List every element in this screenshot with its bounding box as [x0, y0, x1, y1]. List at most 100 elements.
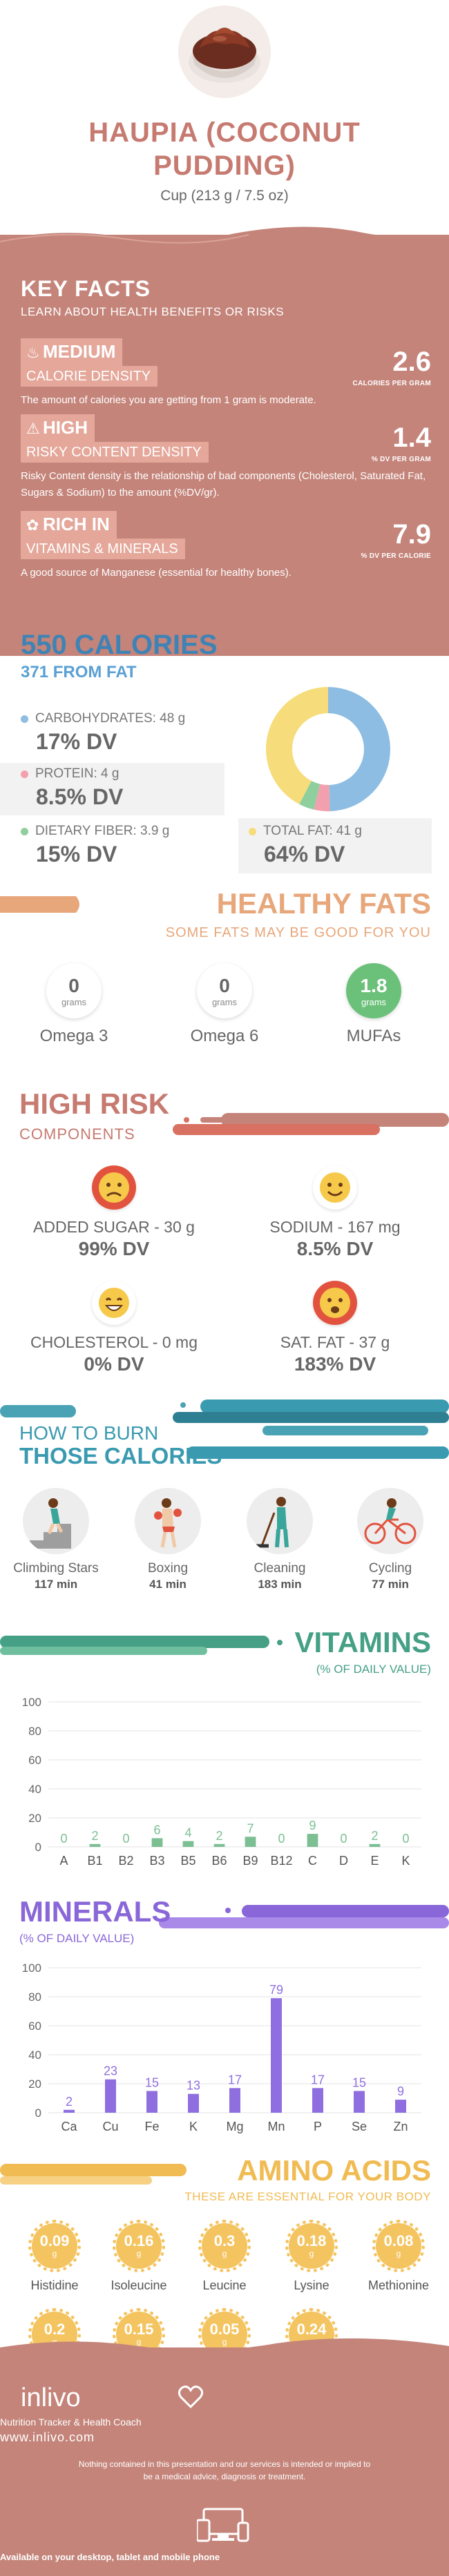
- amino-value: 0.09: [39, 2232, 70, 2249]
- pudding-bowl-image: [178, 6, 271, 98]
- activity-cycling: Cycling 77 min: [338, 1488, 442, 1591]
- vitamin-category-label: C: [308, 1854, 317, 1868]
- donut-slice-dietary-fiber: [299, 781, 321, 810]
- key-fact-calorie-density: ♨ MEDIUM CALORIE DENSITY 2.6 CALORIES PER…: [21, 338, 431, 409]
- brand-url[interactable]: www.inlivo.com: [0, 2430, 95, 2444]
- healthy-fats-ribbon: [0, 896, 79, 913]
- page-title: HAUPIA (COCONUT PUDDING): [0, 116, 449, 182]
- high-risk-title: HIGH RISK: [19, 1087, 170, 1120]
- activity-name: Cleaning: [254, 1561, 306, 1576]
- amino-methionine: 0.08 g Methionine: [354, 2220, 443, 2293]
- amino-badge: 0.08 g: [372, 2220, 425, 2272]
- amino-unit: g: [309, 2249, 314, 2258]
- risk-label: SAT. FAT - 37 g: [280, 1333, 390, 1351]
- healthy-fats-title: HEALTHY FATS: [216, 887, 431, 920]
- amino-histidine: 0.09 g Histidine: [10, 2220, 99, 2293]
- risk-added-sugar: ADDED SUGAR - 30 g 99% DV: [14, 1165, 214, 1260]
- mineral-value-label: 17: [311, 2073, 325, 2086]
- activity-name: Cycling: [368, 1561, 412, 1576]
- key-fact-value: 2.6: [392, 347, 431, 377]
- fat-omega-6: 0 grams Omega 6: [173, 963, 276, 1046]
- risk-label: ADDED SUGAR - 30 g: [33, 1218, 195, 1236]
- vitamin-category-label: B2: [118, 1854, 133, 1868]
- donut-slice-protein: [314, 784, 330, 811]
- devices-icon: [197, 2508, 249, 2542]
- mineral-category-label: Fe: [144, 2120, 159, 2133]
- amino-name: Methionine: [367, 2278, 430, 2292]
- fat-circle: 0 grams: [197, 963, 252, 1018]
- mineral-ytick-label: 60: [28, 2020, 41, 2033]
- mineral-category-label: P: [314, 2120, 322, 2133]
- mineral-value-label: 15: [352, 2076, 366, 2090]
- vitamin-value-label: 0: [402, 1832, 409, 1846]
- worried-face-icon: [313, 1281, 357, 1325]
- fat-omega-3: 0 grams Omega 3: [22, 963, 126, 1046]
- amino-badge: 0.3 g: [198, 2220, 251, 2272]
- fat-dot: [249, 827, 256, 835]
- key-fact-description: A good source of Manganese (essential fo…: [21, 567, 292, 579]
- key-fact-unit: % DV PER GRAM: [371, 456, 431, 463]
- vitamin-value-label: 0: [60, 1832, 67, 1846]
- mineral-bar-ca: [64, 2109, 75, 2113]
- vitamin-value-label: 2: [371, 1829, 378, 1843]
- risk-dv: 0% DV: [84, 1353, 144, 1375]
- flame-icon: ♨: [26, 344, 40, 361]
- vitamin-bar-c: [307, 1834, 318, 1847]
- amino-subtitle: THESE ARE ESSENTIAL FOR YOUR BODY: [184, 2190, 431, 2203]
- grin-face-icon: [92, 1281, 136, 1325]
- minerals-subtitle: (% OF DAILY VALUE): [19, 1932, 135, 1945]
- fiber-dot: [21, 827, 28, 835]
- brand-tagline: Nutrition Tracker & Health Coach: [0, 2417, 142, 2428]
- key-fact-label: RISKY CONTENT DENSITY: [21, 442, 209, 463]
- amino-name: Histidine: [30, 2278, 79, 2292]
- amino-value: 0.08: [383, 2232, 414, 2249]
- vitamin-value-label: 7: [247, 1821, 254, 1835]
- amino-unit: g: [52, 2249, 57, 2258]
- macro-dv: 15% DV: [36, 842, 117, 866]
- burn-ribbons: [0, 1400, 449, 1459]
- inlivo-heart-logo-icon: [178, 2385, 204, 2409]
- amino-badge: 0.09 g: [28, 2220, 81, 2272]
- vitamin-ytick-label: 60: [28, 1754, 41, 1767]
- serving-size: Cup (213 g / 7.5 oz): [160, 188, 289, 204]
- risk-label: CHOLESTEROL - 0 mg: [30, 1333, 198, 1351]
- activity-cleaning: Cleaning 183 min: [228, 1488, 332, 1591]
- mineral-category-label: Mg: [226, 2120, 243, 2133]
- macro-protein: PROTEIN: 4 g 8.5% DV: [21, 766, 123, 810]
- fat-circle: 1.8 grams: [346, 963, 401, 1018]
- mineral-value-label: 2: [66, 2095, 73, 2109]
- warning-icon: ⚠: [26, 420, 40, 437]
- stairs-climber-icon: [23, 1488, 89, 1554]
- mineral-bar-fe: [146, 2091, 157, 2113]
- vitamin-ytick-label: 100: [22, 1696, 41, 1709]
- high-risk-subtitle: COMPONENTS: [19, 1125, 135, 1143]
- amino-name: Isoleucine: [111, 2278, 167, 2292]
- burn-title-line-1: HOW TO BURN: [19, 1422, 159, 1444]
- key-fact-label: VITAMINS & MINERALS: [21, 539, 185, 559]
- mineral-bar-cu: [105, 2079, 116, 2113]
- activity-boxing: Boxing 41 min: [116, 1488, 220, 1591]
- vitamin-bar-b6: [213, 1843, 225, 1847]
- sad-face-icon: [92, 1165, 136, 1210]
- amino-title: AMINO ACIDS: [237, 2154, 431, 2187]
- amino-isoleucine: 0.16 g Isoleucine: [94, 2220, 184, 2293]
- brand-name: inlivo: [21, 2383, 81, 2412]
- fat-name: Omega 6: [190, 1027, 259, 1045]
- mineral-bar-mn: [271, 1998, 282, 2113]
- title-line-1: HAUPIA (COCONUT: [88, 117, 361, 148]
- macro-dv: 64% DV: [264, 842, 345, 866]
- mineral-category-label: Cu: [102, 2120, 118, 2133]
- vitamin-ytick-label: 80: [28, 1725, 41, 1738]
- amino-lysine: 0.18 g Lysine: [267, 2220, 356, 2293]
- amino-badge: 0.18 g: [285, 2220, 338, 2272]
- vitamins-ribbons: [0, 1636, 283, 1655]
- mineral-category-label: Ca: [61, 2120, 77, 2133]
- key-facts-subtitle: LEARN ABOUT HEALTH BENEFITS OR RISKS: [21, 305, 285, 318]
- availability-note: Available on your desktop, tablet and mo…: [0, 2552, 220, 2562]
- key-facts-title: KEY FACTS: [21, 276, 151, 301]
- key-fact-unit: % DV PER CALORIE: [361, 552, 431, 560]
- cleaner-icon: [247, 1488, 313, 1554]
- vitamin-category-label: B3: [149, 1854, 164, 1868]
- vitamin-category-label: K: [401, 1854, 410, 1868]
